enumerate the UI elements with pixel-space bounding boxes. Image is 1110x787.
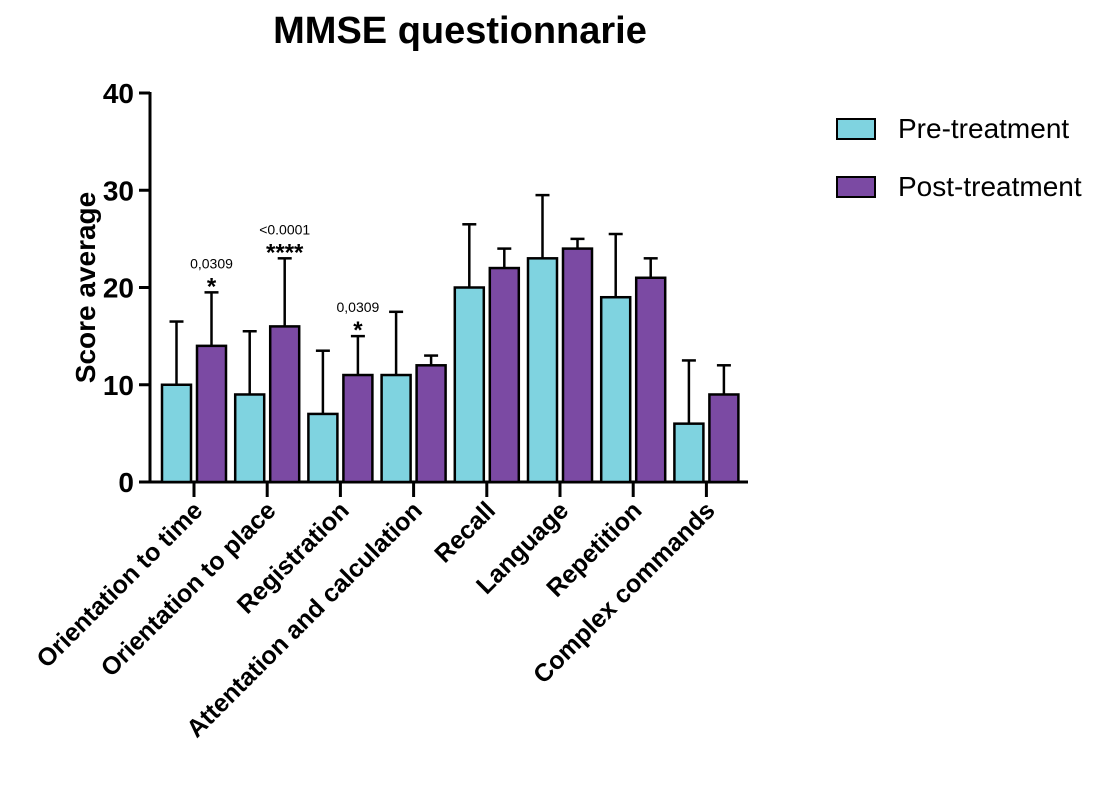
y-tick-label: 20: [103, 273, 134, 304]
significance-stars: *: [353, 317, 363, 344]
bar-post-1: [268, 325, 301, 484]
chart-legend: Pre-treatment Post-treatment: [836, 100, 1082, 216]
bar-pre-0: [160, 383, 193, 484]
y-tick-label: 10: [103, 370, 134, 401]
legend-item-post: Post-treatment: [836, 158, 1082, 216]
bar-pre-4: [453, 286, 486, 484]
bar-post-3: [415, 364, 447, 484]
significance-p-value: <0.0001: [259, 221, 310, 237]
significance-stars: ****: [266, 239, 304, 266]
chart-title: MMSE questionnarie: [273, 10, 647, 52]
y-tick-label: 40: [103, 78, 134, 109]
y-tick-label: 0: [118, 467, 134, 498]
bar-pre-7: [673, 422, 705, 484]
bar-post-2: [342, 373, 374, 484]
bar-post-0: [195, 344, 228, 484]
bar-pre-2: [307, 412, 339, 484]
legend-swatch-pre: [836, 118, 876, 140]
bar-pre-3: [380, 373, 412, 484]
bar-pre-1: [233, 393, 266, 484]
y-axis-label: Score average: [70, 192, 101, 383]
legend-item-pre: Pre-treatment: [836, 100, 1082, 158]
significance-p-value: 0,0309: [336, 299, 379, 315]
significance-p-value: 0,0309: [190, 255, 233, 271]
bar-post-7: [708, 393, 740, 484]
bar-post-5: [561, 247, 594, 484]
bar-post-4: [488, 266, 521, 484]
x-tick-label: Recall: [429, 496, 501, 568]
legend-swatch-post: [836, 176, 876, 198]
bar-pre-6: [599, 295, 632, 484]
legend-label-post: Post-treatment: [898, 171, 1082, 202]
y-tick-label: 30: [103, 175, 134, 206]
bar-post-6: [634, 276, 667, 484]
bar-pre-5: [526, 257, 559, 484]
legend-label-pre: Pre-treatment: [898, 113, 1070, 144]
significance-stars: *: [207, 273, 217, 300]
